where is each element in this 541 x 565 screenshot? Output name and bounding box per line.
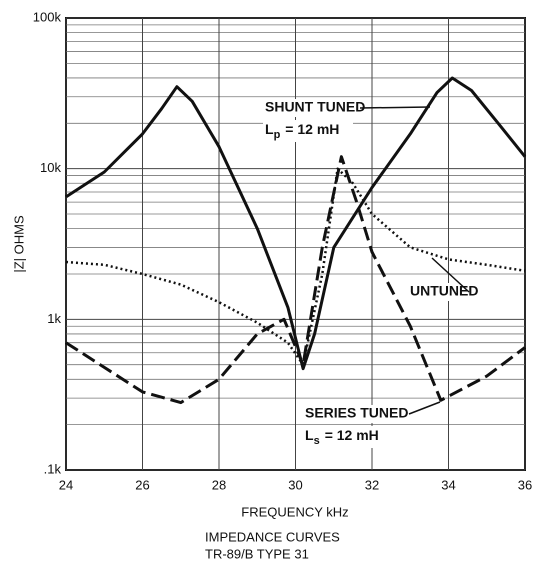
- x-tick-label: 28: [212, 477, 226, 492]
- x-tick-label: 34: [441, 477, 455, 492]
- label-background: [408, 283, 471, 301]
- series-line: [65, 155, 526, 405]
- inductance-label: Ls = 12 mH: [305, 427, 379, 447]
- x-tick-label: 32: [365, 477, 379, 492]
- leader-line: [431, 257, 470, 293]
- x-tick-label: 24: [59, 477, 73, 492]
- footer-line: IMPEDANCE CURVES: [205, 529, 340, 544]
- x-axis-label: FREQUENCY kHz: [241, 504, 348, 519]
- y-tick-label: 10k: [40, 160, 61, 175]
- label-background: [263, 99, 362, 117]
- y-tick-label: .1k: [44, 461, 62, 476]
- series-label: SERIES TUNED: [305, 405, 408, 421]
- label-background: [263, 120, 353, 142]
- inductance-value: = 12 mH: [325, 427, 379, 443]
- series-label: UNTUNED: [410, 283, 478, 299]
- label-background: [303, 405, 411, 423]
- inductance-subscript: p: [274, 129, 281, 141]
- y-axis-label: |Z| OHMS: [11, 215, 26, 273]
- label-background: [303, 426, 393, 448]
- y-tick-label: 1k: [47, 311, 61, 326]
- y-tick-label: 100k: [33, 9, 62, 24]
- x-tick-label: 26: [135, 477, 149, 492]
- inductance-symbol: L: [265, 121, 274, 137]
- series-label: SHUNT TUNED: [265, 99, 365, 115]
- x-tick-label: 30: [288, 477, 302, 492]
- inductance-subscript: s: [314, 435, 320, 447]
- inductance-value: = 12 mH: [285, 121, 339, 137]
- leader-line: [408, 401, 441, 415]
- footer-line: TR-89/B TYPE 31: [205, 546, 309, 561]
- leader-line: [359, 106, 431, 109]
- series-line: [65, 76, 527, 371]
- x-tick-label: 36: [518, 477, 532, 492]
- inductance-label: Lp = 12 mH: [265, 121, 339, 141]
- inductance-symbol: L: [305, 427, 314, 443]
